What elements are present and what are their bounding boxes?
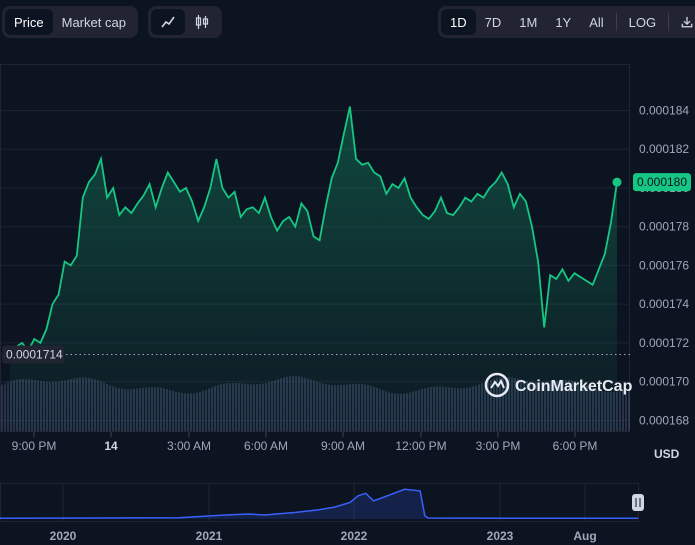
navigator-handle[interactable] bbox=[632, 494, 644, 511]
volume-bar bbox=[622, 390, 624, 431]
toolbar-divider bbox=[615, 13, 617, 31]
navigator-year-labels: 2020 2021 2022 2023 Aug bbox=[50, 529, 597, 543]
tab-price[interactable]: Price bbox=[5, 9, 53, 35]
y-tick-label: 0.000170 bbox=[639, 375, 689, 389]
x-tick-label: 9:00 PM bbox=[12, 439, 57, 453]
navigator-year-label: 2021 bbox=[196, 529, 223, 543]
tab-range-1d[interactable]: 1D bbox=[441, 9, 476, 35]
current-price-label: 0.000180 bbox=[637, 175, 687, 189]
chart-type-toggle bbox=[148, 6, 222, 38]
current-price-dot bbox=[612, 177, 622, 187]
coinmarketcap-logo-icon bbox=[484, 372, 510, 398]
volume-bar bbox=[7, 382, 9, 431]
navigator-area bbox=[0, 489, 638, 519]
log-scale-button[interactable]: LOG bbox=[628, 14, 657, 30]
navigator-year-label: 2022 bbox=[341, 529, 368, 543]
download-icon bbox=[681, 16, 693, 28]
y-tick-label: 0.000184 bbox=[639, 103, 689, 117]
candlestick-button[interactable] bbox=[185, 9, 219, 35]
price-area-fill bbox=[10, 106, 617, 432]
candlestick-icon bbox=[195, 15, 209, 29]
range-navigator[interactable]: 2020 2021 2022 2023 Aug bbox=[0, 483, 644, 544]
x-tick-label: 6:00 AM bbox=[244, 439, 288, 453]
navigator-grid bbox=[62, 484, 586, 521]
navigator-year-label: Aug bbox=[573, 529, 596, 543]
watermark-text: CoinMarketCap bbox=[515, 378, 633, 395]
tab-range-1y[interactable]: 1Y bbox=[555, 14, 572, 30]
y-tick-label: 0.000182 bbox=[639, 142, 689, 156]
tab-range-1m[interactable]: 1M bbox=[519, 14, 538, 30]
x-axis-labels: 9:00 PM 14 3:00 AM 6:00 AM 9:00 AM 12:00 PM 3:… bbox=[12, 432, 598, 453]
volume-bar bbox=[628, 389, 630, 431]
x-tick-label: 12:00 PM bbox=[395, 439, 446, 453]
y-tick-label: 0.000168 bbox=[639, 413, 689, 427]
x-tick-label: 6:00 PM bbox=[553, 439, 598, 453]
volume-bar bbox=[4, 383, 6, 431]
y-tick-label: 0.000178 bbox=[639, 220, 689, 234]
x-tick-label: 3:00 PM bbox=[476, 439, 521, 453]
reference-price-label: 0.0001714 bbox=[6, 348, 63, 362]
currency-label: USD bbox=[654, 447, 680, 461]
current-price-badge: 0.000180 bbox=[633, 173, 691, 192]
tab-range-7d[interactable]: 7D bbox=[484, 14, 502, 30]
tab-market-cap[interactable]: Market cap bbox=[61, 14, 126, 30]
navigator-year-label: 2020 bbox=[50, 529, 77, 543]
navigator-year-label: 2023 bbox=[487, 529, 514, 543]
volume-bar bbox=[1, 384, 3, 431]
x-tick-label: 14 bbox=[104, 439, 118, 453]
y-tick-label: 0.000176 bbox=[639, 258, 689, 272]
y-tick-label: 0.000172 bbox=[639, 336, 689, 350]
reference-price-badge: 0.0001714 bbox=[2, 345, 64, 364]
navigator-line bbox=[0, 488, 638, 520]
x-tick-label: 9:00 AM bbox=[321, 439, 365, 453]
y-axis-labels: 0.000184 0.000182 0.000180 0.000178 0.000176… bbox=[639, 103, 689, 427]
metric-toggle: Price Market cap bbox=[2, 6, 138, 38]
volume-bar bbox=[625, 389, 627, 431]
range-toggle: 1D 7D 1M 1Y All LOG bbox=[438, 6, 695, 38]
x-tick-label: 3:00 AM bbox=[167, 439, 211, 453]
watermark: CoinMarketCap bbox=[484, 372, 633, 398]
line-chart-button[interactable] bbox=[151, 9, 185, 35]
toolbar-divider bbox=[668, 13, 670, 31]
line-chart-icon bbox=[161, 16, 175, 28]
volume-bar bbox=[619, 390, 621, 431]
price-line bbox=[9, 106, 618, 357]
download-button[interactable] bbox=[672, 9, 695, 35]
tab-range-all[interactable]: All bbox=[589, 14, 604, 30]
y-tick-label: 0.000174 bbox=[639, 297, 689, 311]
